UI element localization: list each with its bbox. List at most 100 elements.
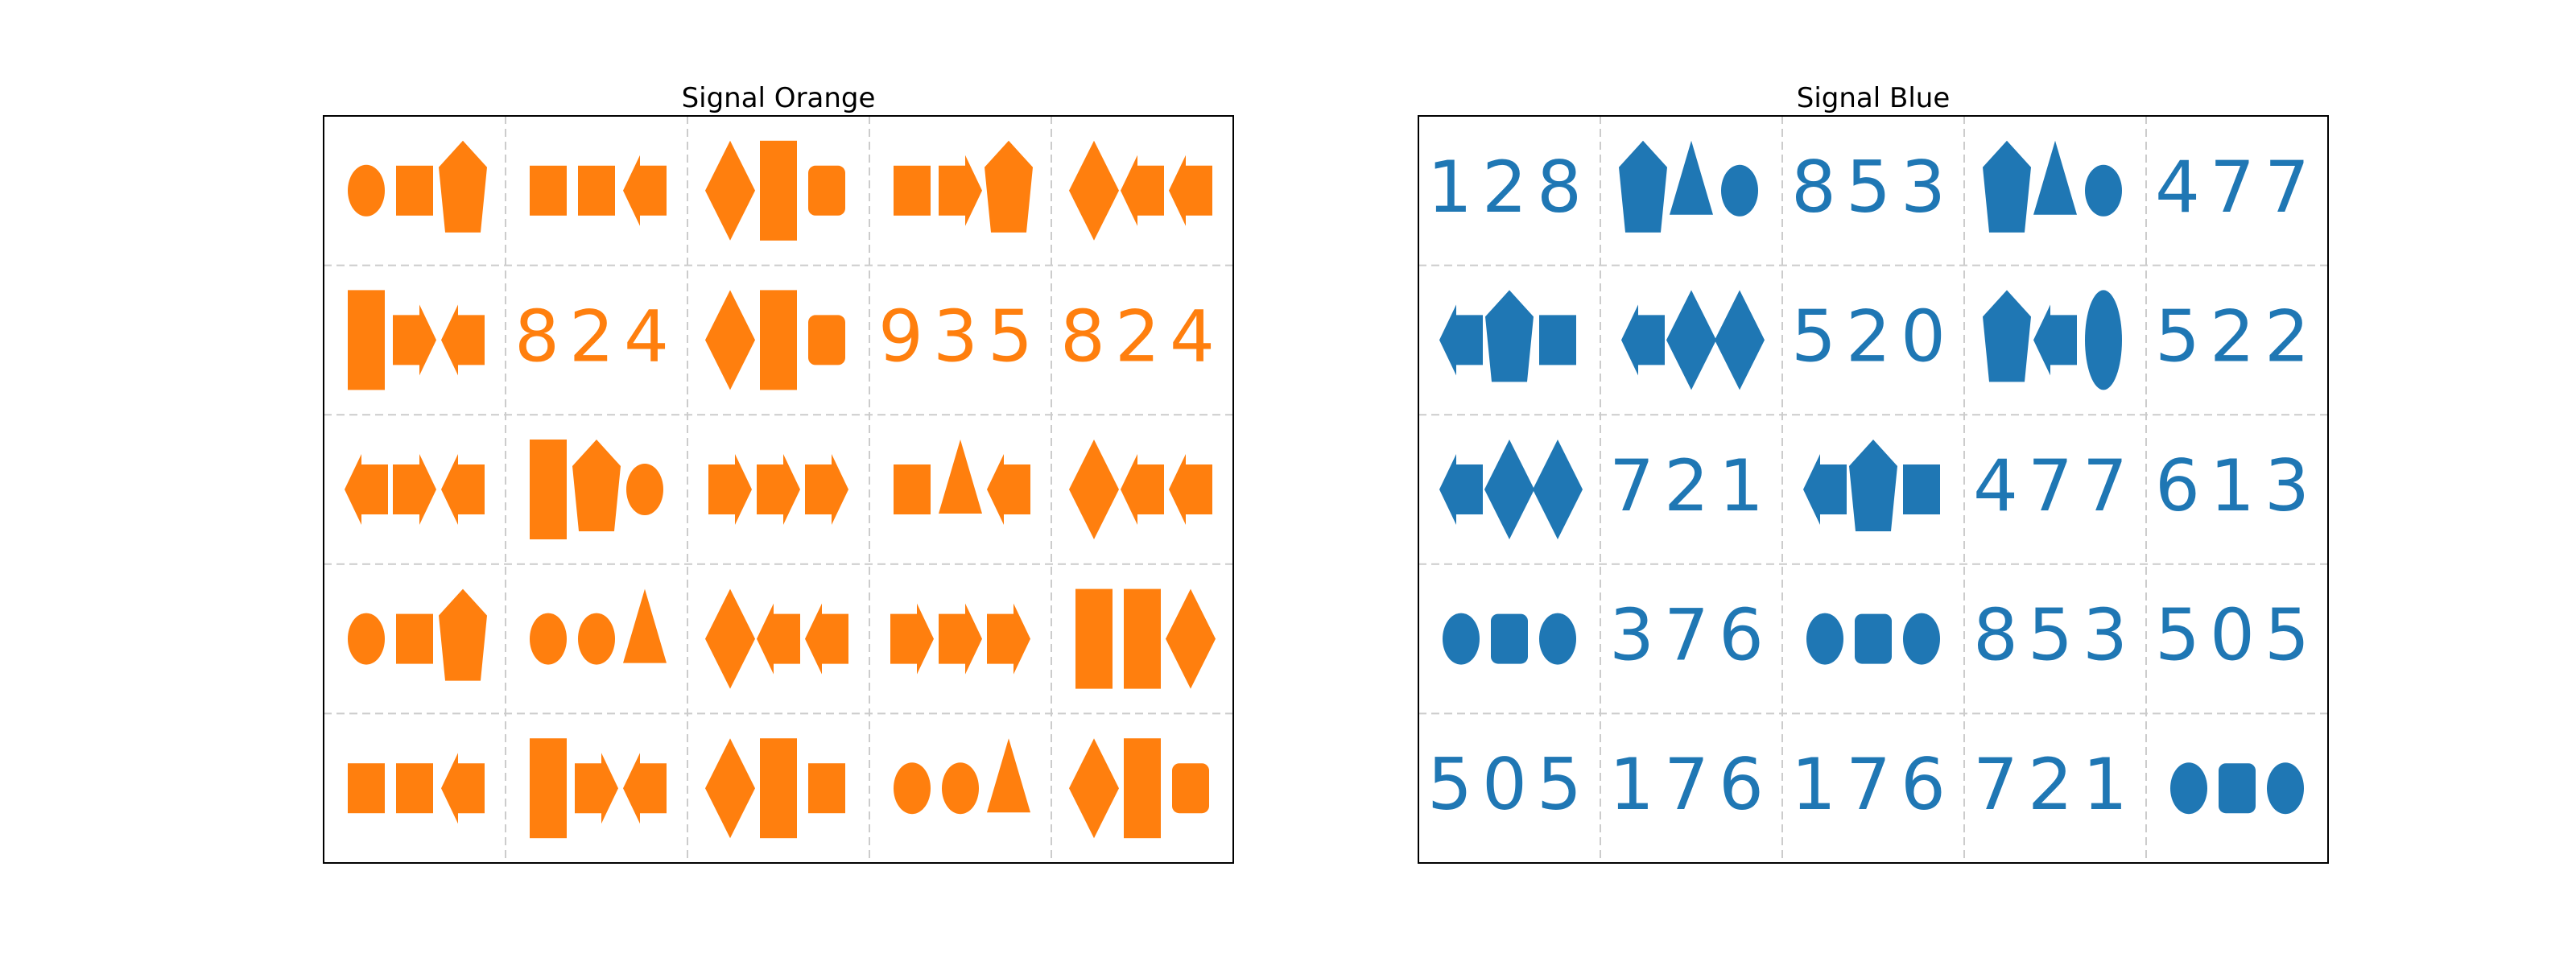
circle-shape bbox=[1721, 164, 1758, 217]
circle-shape bbox=[2170, 762, 2207, 815]
diamond-shape bbox=[1666, 290, 1716, 390]
square-shape bbox=[894, 165, 931, 216]
cell-number: 176 bbox=[1791, 743, 1955, 826]
grid-cell bbox=[1439, 290, 1576, 382]
cell-number: 853 bbox=[1791, 146, 1955, 229]
diamond-shape bbox=[705, 588, 755, 689]
grid-cell: 477 bbox=[2155, 146, 2319, 229]
cell-number: 721 bbox=[1973, 743, 2137, 826]
cell-number: 522 bbox=[2155, 295, 2319, 378]
grid-cell: 477 bbox=[1973, 444, 2128, 527]
grid-cell bbox=[1983, 290, 2122, 390]
diamond-shape bbox=[1484, 440, 1534, 539]
square-shape bbox=[530, 165, 567, 216]
triangle-shape bbox=[1670, 140, 1713, 215]
square-shape bbox=[1539, 315, 1576, 365]
grid-cell bbox=[708, 454, 848, 525]
grid-cell bbox=[705, 140, 845, 241]
panel-frame bbox=[1418, 115, 2329, 864]
arrow-left-shape bbox=[757, 603, 800, 675]
tall-rect-shape bbox=[760, 290, 797, 390]
grid-cell bbox=[1806, 613, 1940, 665]
grid-cell: 505 bbox=[1427, 743, 1591, 826]
grid-cell bbox=[894, 140, 1033, 233]
diamond-shape bbox=[1533, 440, 1583, 539]
pentagon-shape bbox=[1485, 290, 1534, 382]
rounded-rect-shape bbox=[1491, 613, 1528, 664]
circle-shape bbox=[2085, 164, 2122, 217]
pentagon-shape bbox=[572, 440, 621, 531]
triangle-shape bbox=[987, 738, 1030, 813]
square-shape bbox=[894, 464, 931, 514]
grid-cell bbox=[348, 588, 487, 681]
circle-shape bbox=[530, 613, 567, 665]
tall-rect-shape bbox=[1075, 588, 1113, 689]
arrow-left-shape bbox=[1621, 304, 1665, 376]
diamond-shape bbox=[705, 290, 755, 390]
rounded-rect-shape bbox=[2219, 763, 2256, 814]
tall-rect-shape bbox=[1124, 588, 1161, 689]
panel-title-orange: Signal Orange bbox=[681, 82, 876, 114]
arrow-left-shape bbox=[345, 454, 388, 525]
square-shape bbox=[348, 763, 385, 814]
arrow-left-shape bbox=[1169, 155, 1212, 226]
tall-rect-shape bbox=[1124, 738, 1161, 839]
cell-number: 376 bbox=[1609, 594, 1773, 677]
diamond-shape bbox=[1069, 440, 1119, 539]
grid-cell bbox=[1983, 140, 2122, 233]
cell-number: 721 bbox=[1609, 444, 1773, 527]
pentagon-shape bbox=[1983, 140, 2031, 233]
grid-cell: 176 bbox=[1609, 743, 1764, 826]
pentagon-shape bbox=[1849, 440, 1897, 531]
grid-cell bbox=[1069, 738, 1209, 839]
tall-rect-shape bbox=[530, 738, 567, 839]
panel-title-blue: Signal Blue bbox=[1796, 82, 1951, 114]
square-shape bbox=[396, 613, 433, 664]
cell-number: 935 bbox=[878, 295, 1042, 378]
square-shape bbox=[578, 165, 615, 216]
arrow-left-shape bbox=[441, 753, 485, 824]
circle-shape bbox=[348, 613, 385, 665]
arrow-right-shape bbox=[393, 304, 436, 376]
grid-cell bbox=[705, 290, 845, 390]
grid-cell bbox=[890, 603, 1030, 675]
tall-rect-shape bbox=[760, 738, 797, 839]
triangle-shape bbox=[939, 440, 982, 514]
tall-ellipse-shape bbox=[2085, 290, 2122, 390]
arrow-right-shape bbox=[987, 603, 1030, 675]
tall-rect-shape bbox=[760, 140, 797, 241]
circle-shape bbox=[1806, 613, 1843, 665]
grid-cell bbox=[894, 440, 1030, 525]
pentagon-shape bbox=[1983, 290, 2031, 382]
grid-cell: 522 bbox=[2155, 295, 2319, 378]
cell-number: 853 bbox=[1973, 594, 2137, 677]
grid-cell bbox=[1069, 140, 1212, 241]
diamond-shape bbox=[1166, 588, 1216, 689]
rounded-rect-shape bbox=[1855, 613, 1892, 664]
pentagon-shape bbox=[985, 140, 1033, 233]
diamond-shape bbox=[1069, 738, 1119, 839]
grid-cell bbox=[345, 454, 485, 525]
rounded-rect-shape bbox=[1172, 763, 1209, 814]
diamond-shape bbox=[705, 738, 755, 839]
cell-number: 477 bbox=[2155, 146, 2319, 229]
grid-cell bbox=[1439, 440, 1583, 539]
arrow-left-shape bbox=[1439, 454, 1483, 525]
pentagon-shape bbox=[439, 140, 487, 233]
grid-cell bbox=[530, 738, 667, 839]
square-shape bbox=[1903, 464, 1940, 514]
circle-shape bbox=[942, 762, 979, 815]
grid-cell: 505 bbox=[2155, 594, 2319, 677]
arrow-left-shape bbox=[1121, 454, 1164, 525]
grid-cell bbox=[1075, 588, 1216, 689]
grid-cell bbox=[2170, 762, 2304, 815]
cell-number: 505 bbox=[2155, 594, 2319, 677]
panel-frame bbox=[323, 115, 1234, 864]
arrow-left-shape bbox=[1803, 454, 1847, 525]
cell-number: 505 bbox=[1427, 743, 1591, 826]
diamond-shape bbox=[1069, 140, 1119, 241]
circle-shape bbox=[1903, 613, 1940, 665]
arrow-right-shape bbox=[805, 454, 848, 525]
triangle-shape bbox=[623, 588, 667, 663]
